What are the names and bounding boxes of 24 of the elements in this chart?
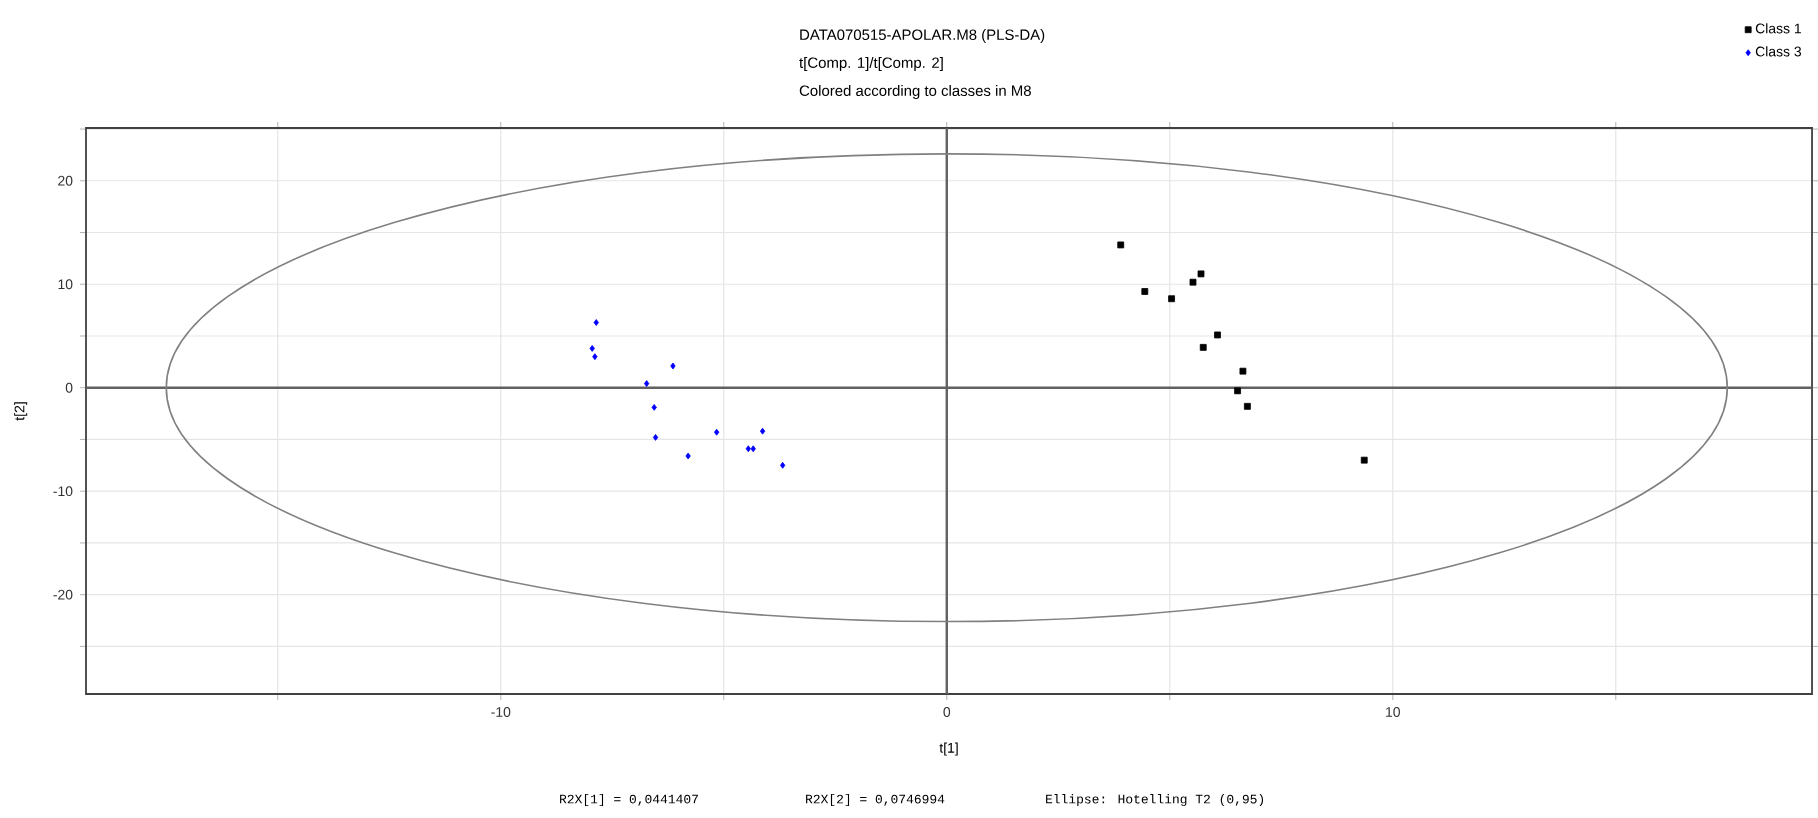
point (592, 353, 598, 361)
point (780, 461, 786, 469)
point (1197, 270, 1205, 278)
point (643, 380, 650, 387)
point (1244, 402, 1251, 410)
point (759, 427, 766, 435)
point (1141, 288, 1149, 295)
point (1189, 278, 1197, 286)
point (1117, 241, 1125, 249)
point (1239, 367, 1247, 375)
point (750, 445, 756, 453)
point (670, 362, 676, 370)
point (745, 445, 751, 453)
point (1199, 343, 1207, 351)
point (652, 434, 659, 441)
point (651, 403, 657, 411)
point (593, 319, 599, 326)
point (714, 428, 720, 436)
point (685, 452, 691, 460)
point (1214, 331, 1221, 339)
point (1168, 295, 1175, 303)
point (1234, 387, 1241, 395)
point (589, 345, 595, 352)
point (1360, 456, 1368, 464)
